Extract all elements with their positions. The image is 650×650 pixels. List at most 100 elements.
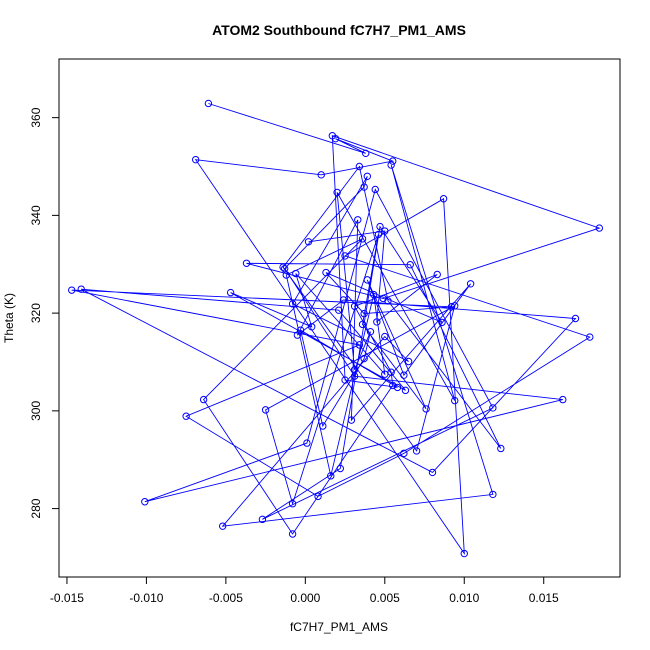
data-point [447, 303, 456, 311]
data-point [363, 276, 372, 284]
x-axis-label: fC7H7_PM1_AMS [290, 620, 388, 634]
data-point [387, 161, 395, 169]
data-point [438, 318, 446, 327]
x-tick-label: 0.015 [529, 591, 559, 605]
y-tick-label: 320 [29, 303, 43, 323]
data-point [355, 162, 364, 171]
data-point [303, 439, 311, 447]
data-point [77, 285, 85, 293]
data-point [336, 464, 344, 473]
data-point [381, 370, 389, 378]
data-point [350, 302, 359, 310]
data-point [317, 171, 325, 179]
data-point [360, 354, 368, 363]
data-point [293, 331, 302, 339]
y-tick-label: 300 [29, 401, 43, 421]
data-point [288, 499, 297, 508]
data-point [335, 306, 343, 314]
data-point [559, 395, 567, 404]
data-point [226, 288, 235, 297]
x-tick-label: 0.000 [290, 591, 320, 605]
series-line [71, 103, 601, 556]
data-point [406, 261, 414, 269]
data-point [322, 268, 330, 277]
data-point [376, 222, 384, 231]
data-point [261, 406, 270, 414]
data-point [363, 172, 372, 180]
data-point [489, 404, 497, 412]
x-tick-label: -0.015 [50, 591, 84, 605]
data-point [347, 416, 356, 424]
data-point [339, 296, 348, 304]
data-point [466, 280, 475, 288]
data-point [389, 381, 397, 390]
data-point [571, 314, 580, 323]
data-point [358, 235, 367, 243]
data-point [319, 422, 327, 430]
data-point [279, 263, 287, 271]
data-point [373, 318, 381, 326]
data-point [282, 271, 290, 279]
data-point [451, 302, 459, 310]
data-point [489, 490, 497, 499]
data-point [304, 238, 313, 246]
data-point [68, 286, 76, 294]
data-point [358, 320, 367, 329]
data-point [400, 371, 408, 379]
data-point [374, 230, 383, 239]
data-point [341, 252, 349, 260]
data-point [327, 472, 335, 480]
data-point [412, 447, 421, 455]
data-point [371, 185, 379, 194]
data-point [451, 396, 459, 405]
x-tick-label: -0.010 [129, 591, 163, 605]
data-point [341, 376, 349, 384]
x-tick-label: -0.005 [209, 591, 243, 605]
data-point [389, 157, 397, 165]
y-tick-label: 340 [29, 205, 43, 225]
data-point [360, 183, 368, 191]
data-point [586, 333, 594, 341]
data-point [288, 300, 297, 308]
data-point [387, 368, 395, 376]
data-point [428, 468, 437, 477]
data-point [362, 149, 370, 158]
data-point [400, 449, 408, 458]
data-point [350, 366, 359, 374]
data-point [366, 327, 375, 336]
data-point [218, 522, 227, 530]
x-axis: -0.015 -0.010 -0.005 0.000 0.005 0.010 0.015 [50, 576, 559, 605]
data-point [354, 216, 362, 224]
y-axis: 280 300 320 340 360 [29, 107, 60, 519]
data-point [460, 549, 468, 558]
data-point [242, 259, 251, 267]
data-point [595, 224, 604, 232]
data-point [381, 332, 389, 341]
data-point [439, 195, 448, 203]
data-point [384, 297, 392, 305]
data-point [258, 515, 267, 524]
data-point [497, 444, 505, 453]
data-point [381, 227, 389, 235]
data-point [333, 188, 341, 197]
data-point [328, 132, 337, 140]
data-point [360, 309, 368, 318]
data-point [401, 386, 410, 395]
data-point [288, 530, 297, 538]
y-tick-label: 280 [29, 498, 43, 518]
x-tick-label: 0.010 [449, 591, 479, 605]
data-point [369, 290, 378, 299]
series-layer [68, 99, 604, 558]
data-point [433, 270, 441, 279]
y-tick-label: 360 [29, 107, 43, 127]
data-point [355, 341, 364, 349]
data-point [422, 405, 430, 413]
y-axis-label: Theta (K) [2, 293, 16, 343]
data-point [199, 395, 208, 404]
data-point [314, 492, 322, 501]
x-tick-label: 0.005 [370, 591, 400, 605]
data-point [182, 412, 190, 420]
data-point [141, 498, 149, 506]
data-point [404, 357, 413, 366]
